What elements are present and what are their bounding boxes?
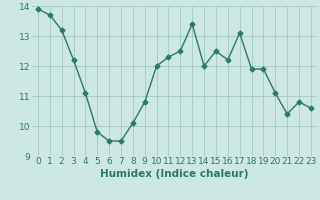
X-axis label: Humidex (Indice chaleur): Humidex (Indice chaleur) [100, 169, 249, 179]
